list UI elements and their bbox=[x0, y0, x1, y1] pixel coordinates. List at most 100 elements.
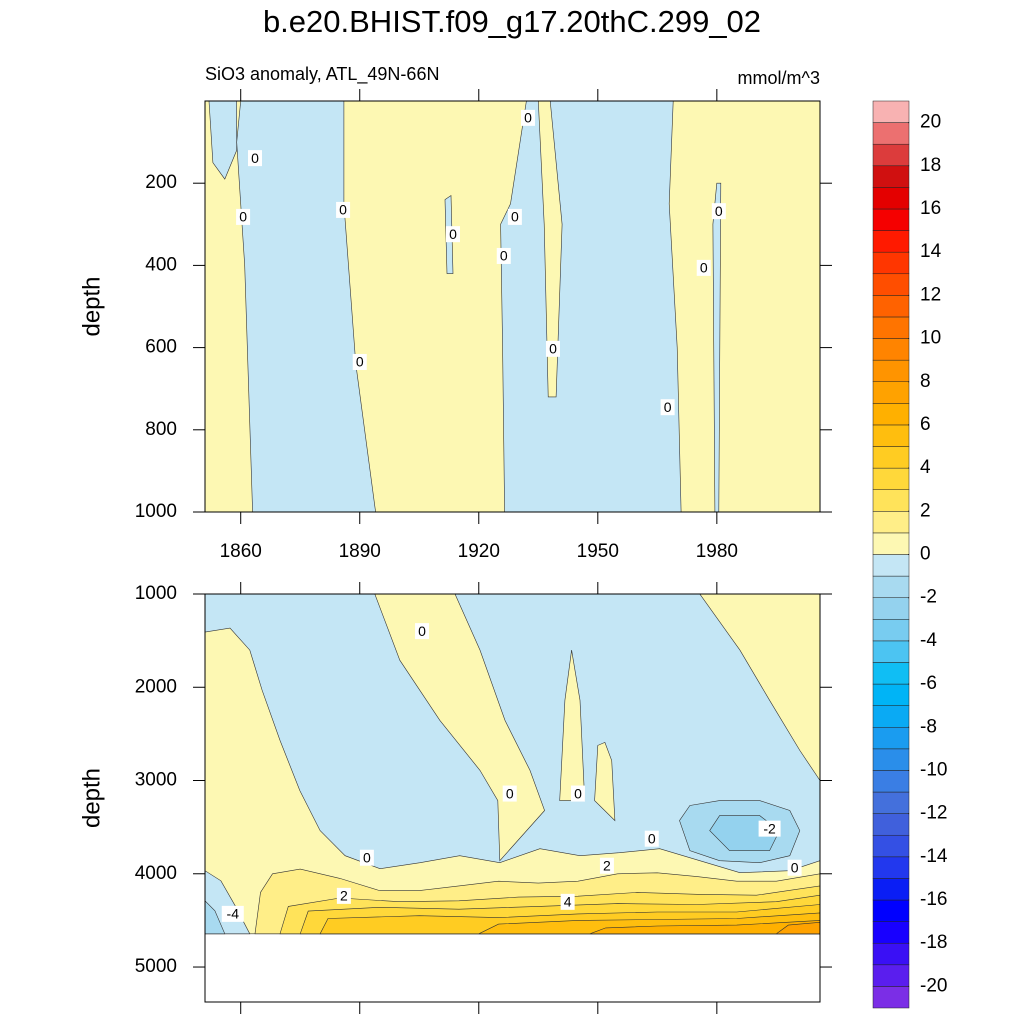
contour-label-bg bbox=[599, 857, 614, 874]
colorbar-box bbox=[872, 942, 910, 966]
contour-label: 0 bbox=[549, 341, 557, 357]
colorbar-box bbox=[872, 683, 910, 706]
y-tick-label: 200 bbox=[145, 172, 177, 193]
colorbar-tick-label: 16 bbox=[920, 198, 941, 219]
contour-label-bg bbox=[352, 353, 367, 370]
contour-label: 0 bbox=[251, 150, 259, 166]
contour-label: 2 bbox=[603, 857, 611, 873]
contour-label-bg bbox=[507, 208, 522, 225]
contour-label-bg bbox=[545, 340, 560, 357]
colorbar-tick-label: -8 bbox=[920, 716, 937, 737]
contour-label: 4 bbox=[564, 894, 572, 910]
plot-area: 0 0 0 0 0 0 0 0 0 0 0 0 bbox=[205, 101, 820, 512]
colorbar-box bbox=[872, 619, 910, 642]
y-tick-label: 400 bbox=[145, 254, 177, 275]
plot-frame bbox=[204, 100, 821, 513]
colorbar-box bbox=[872, 878, 910, 901]
contour-label: 0 bbox=[449, 226, 457, 242]
x-tick-label: 1980 bbox=[696, 541, 738, 562]
colorbar-box bbox=[872, 338, 910, 361]
contour-label: -2 bbox=[763, 820, 776, 836]
x-tick-label: 1920 bbox=[458, 541, 500, 562]
colorbar-box bbox=[872, 575, 910, 598]
colorbar-tick-label: 6 bbox=[920, 414, 931, 435]
x-tick-label: 1890 bbox=[339, 541, 381, 562]
contour-label: 0 bbox=[511, 209, 519, 225]
colorbar-box bbox=[872, 727, 910, 750]
colorbar-box bbox=[872, 791, 910, 814]
colorbar-box bbox=[872, 381, 910, 404]
contour-fill bbox=[208, 101, 237, 180]
contour-label: 0 bbox=[648, 830, 656, 846]
contour-label-bg bbox=[247, 150, 262, 167]
contour-fill bbox=[500, 101, 682, 512]
colorbar-tick-label: -10 bbox=[920, 759, 947, 780]
contour-label-bg bbox=[758, 820, 781, 837]
contour-label: -4 bbox=[227, 906, 240, 922]
contour-label-bg bbox=[502, 785, 517, 802]
contour-label: 0 bbox=[506, 785, 514, 801]
colorbar-box bbox=[872, 424, 910, 447]
contour-label: 0 bbox=[418, 623, 426, 639]
colorbar-tick-label: 10 bbox=[920, 328, 941, 349]
plot-area: 0 0 0 0 0 0 -2 2 2 4 -4 bbox=[205, 594, 820, 935]
chart-title: b.e20.BHIST.f09_g17.20thC.299_02 bbox=[263, 4, 761, 39]
contour-label-bg bbox=[560, 893, 575, 910]
y-tick-label: 800 bbox=[145, 419, 177, 440]
colorbar-box bbox=[872, 532, 910, 555]
colorbar-box bbox=[872, 316, 910, 339]
colorbar-box bbox=[872, 187, 910, 210]
plot-frame bbox=[204, 593, 821, 1003]
y-tick-label: 1000 bbox=[135, 501, 177, 522]
colorbar-box bbox=[872, 446, 910, 469]
colorbar-box bbox=[872, 834, 910, 858]
colorbar-tick-label: -6 bbox=[920, 673, 937, 694]
contour-label-bg bbox=[644, 830, 659, 847]
colorbar-tick-label: 14 bbox=[920, 241, 942, 262]
colorbar-tick-label: 8 bbox=[920, 371, 931, 392]
contour-label: 0 bbox=[524, 110, 532, 126]
contour-fill bbox=[374, 594, 545, 862]
colorbar-box bbox=[872, 662, 910, 685]
colorbar-box bbox=[872, 640, 910, 663]
colorbar-tick-label: -18 bbox=[920, 932, 947, 953]
y-tick-label: 4000 bbox=[135, 863, 177, 884]
contour-label: 0 bbox=[363, 849, 371, 865]
contour-label-bg bbox=[415, 623, 430, 640]
colorbar-box bbox=[872, 100, 910, 123]
contour-label: 0 bbox=[664, 399, 672, 415]
colorbar-box bbox=[872, 359, 910, 382]
y-axis-label: depth bbox=[78, 768, 105, 828]
contour-fill bbox=[594, 742, 616, 822]
x-tick-label: 1950 bbox=[577, 541, 619, 562]
colorbar-box bbox=[872, 597, 910, 620]
contour-label: 0 bbox=[574, 785, 582, 801]
colorbar-box bbox=[872, 899, 910, 922]
contour-label-bg bbox=[236, 208, 251, 225]
colorbar-tick-label: 2 bbox=[920, 500, 931, 521]
contour-label: 0 bbox=[791, 859, 799, 875]
contour-label-bg bbox=[496, 247, 511, 264]
colorbar-box bbox=[872, 748, 910, 771]
contour-fill bbox=[589, 920, 820, 935]
colorbar-tick-label: -4 bbox=[920, 630, 937, 651]
y-tick-label: 2000 bbox=[135, 676, 177, 697]
colorbar-box bbox=[872, 554, 910, 577]
colorbar-box bbox=[872, 251, 910, 275]
contour-label: 2 bbox=[340, 888, 348, 904]
colorbar-tick-label: 20 bbox=[920, 112, 941, 133]
x-tick-label: 1860 bbox=[220, 541, 262, 562]
colorbar-box bbox=[872, 208, 910, 231]
colorbar-box bbox=[872, 230, 910, 253]
colorbar-box bbox=[872, 295, 910, 318]
contour-fill bbox=[775, 921, 820, 935]
colorbar-tick-label: -14 bbox=[920, 846, 948, 867]
contour-label-bg bbox=[570, 785, 585, 802]
contour-label-bg bbox=[787, 859, 802, 876]
colorbar-box bbox=[872, 273, 910, 296]
colorbar-box bbox=[872, 403, 910, 426]
contour-label: 0 bbox=[356, 354, 364, 370]
contour-label-bg bbox=[711, 203, 726, 220]
contour-label-bg bbox=[221, 905, 244, 922]
